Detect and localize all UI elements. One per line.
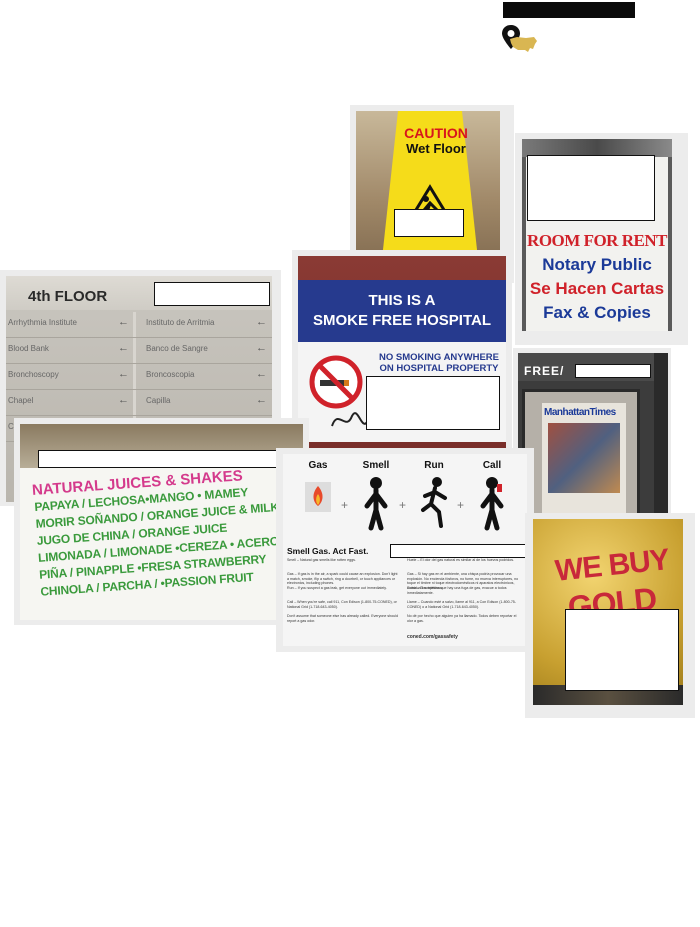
floor-row: Chapel ← Capilla ←: [6, 390, 272, 416]
floor-row-left: Bronchoscopy: [8, 370, 59, 379]
gas-step-label: Run: [424, 460, 444, 471]
free-label: FREE/: [524, 364, 565, 378]
free-label-box: [575, 364, 651, 378]
smoke-card: THIS IS A SMOKE FREE HOSPITAL NO SMOKING…: [292, 250, 512, 454]
person-phone-icon: [477, 476, 507, 534]
juice-label-box: [38, 450, 309, 468]
plus-icon: +: [341, 498, 349, 512]
arrow-left-icon: ←: [118, 368, 129, 380]
person-run-icon: [419, 476, 449, 534]
gas-step-label: Smell: [362, 460, 390, 471]
gas-headline: Smell Gas. Act Fast.: [287, 546, 369, 556]
floor-row-right: Broncoscopia: [146, 370, 195, 379]
gas-step-label: Gas: [308, 460, 328, 471]
room-card: ROOM FOR RENT Notary Public Se Hacen Car…: [515, 133, 688, 345]
flame-icon: [303, 476, 333, 534]
gas-paragraph: Don't assume that someone else has alrea…: [287, 614, 398, 623]
gas-step-label: Call: [482, 460, 502, 471]
floor-row-left: Blood Bank: [8, 344, 49, 353]
header-bar: [503, 2, 635, 18]
gas-paragraph: Run – If you suspect a gas leak, get eve…: [287, 586, 387, 590]
floor-row-left: Chapel: [8, 396, 34, 405]
plus-icon: +: [399, 498, 407, 512]
no-smoking-icon: [309, 355, 363, 409]
floor-row: Arrhythmia Institute ← Instituto de Arritm…: [6, 312, 272, 338]
smoke-line-4: ON HOSPITAL PROPERTY: [379, 363, 499, 374]
arrow-left-icon: ←: [256, 342, 267, 354]
arrow-left-icon: ←: [256, 394, 267, 406]
floor-row: Blood Bank ← Banco de Sangre ←: [6, 338, 272, 364]
floor-row-right: Banco de Sangre: [146, 344, 208, 353]
arrow-left-icon: ←: [256, 368, 267, 380]
arrow-left-icon: ←: [118, 316, 129, 328]
caution-label-box: [394, 209, 464, 237]
plus-icon: +: [457, 498, 465, 512]
room-line-2: Notary Public: [542, 255, 652, 274]
gas-label-box: [390, 544, 528, 558]
room-line-1: ROOM FOR RENT: [527, 231, 667, 250]
arrow-left-icon: ←: [118, 342, 129, 354]
floor-row-right: Instituto de Arritmia: [146, 318, 215, 327]
gas-paragraph: Smell – Natural gas smells like rotten e…: [287, 558, 356, 562]
smoke-label-box: [366, 376, 500, 430]
room-line-3: Se Hacen Cartas: [529, 279, 665, 298]
gas-paragraph: Call – When you're safe, call 911, Con E…: [287, 600, 397, 609]
room-label-box: [527, 155, 655, 221]
gas-paragraph: Llame – Cuando esté a salvo, llame al 91…: [407, 600, 517, 609]
us-map-icon: [508, 34, 538, 54]
free-card: FREE/ ManhattanTimes: [513, 348, 671, 528]
gas-steps: Gas + Smell + Run + Call: [289, 460, 521, 540]
gas-paragraph: Huele – El olor del gas natural es simil…: [407, 558, 515, 562]
smoke-line-1: THIS IS A: [368, 292, 436, 309]
caution-title: CAUTION: [404, 125, 468, 141]
smoke-line-2: SMOKE FREE HOSPITAL: [312, 312, 492, 329]
arrow-left-icon: ←: [118, 394, 129, 406]
gas-paragraph: Gas – Si hay gas en el ambiente, una chi…: [407, 572, 519, 590]
juice-card: NATURAL JUICES & SHAKES PAPAYA / LECHOSA…: [14, 418, 309, 625]
gas-card: Gas + Smell + Run + Call Smell Gas. Act Fast. …: [276, 448, 534, 652]
caution-subtitle: Wet Floor: [406, 141, 466, 156]
floor-row: Bronchoscopy ← Broncoscopia ←: [6, 364, 272, 390]
floor-label-box: [154, 282, 270, 306]
free-photo: FREE/ ManhattanTimes: [518, 353, 668, 523]
person-smell-icon: [361, 476, 391, 534]
floor-title: 4th FLOOR: [28, 288, 108, 305]
floor-row-right: Capilla: [146, 396, 171, 405]
gold-label-box: [565, 609, 679, 691]
newspaper-title: ManhattanTimes: [544, 407, 616, 418]
gas-paragraph: No dé por hecho que alguien ya ha llamad…: [407, 614, 517, 623]
room-line-4: Fax & Copies: [543, 303, 651, 322]
floor-row-left: Arrhythmia Institute: [8, 318, 77, 327]
gold-card: WE BUY GOLD: [525, 513, 695, 718]
gas-footer: coned.com/gassafety: [407, 634, 458, 640]
arrow-left-icon: ←: [256, 316, 267, 328]
smoke-photo: THIS IS A SMOKE FREE HOSPITAL NO SMOKING…: [298, 256, 506, 448]
gas-paragraph: Corra – Si sospecha que hay una fuga de …: [407, 586, 507, 595]
smoke-line-3: NO SMOKING ANYWHERE: [379, 352, 499, 363]
gas-paragraph: Gas – If gas is in the air, a spark coul…: [287, 572, 398, 585]
